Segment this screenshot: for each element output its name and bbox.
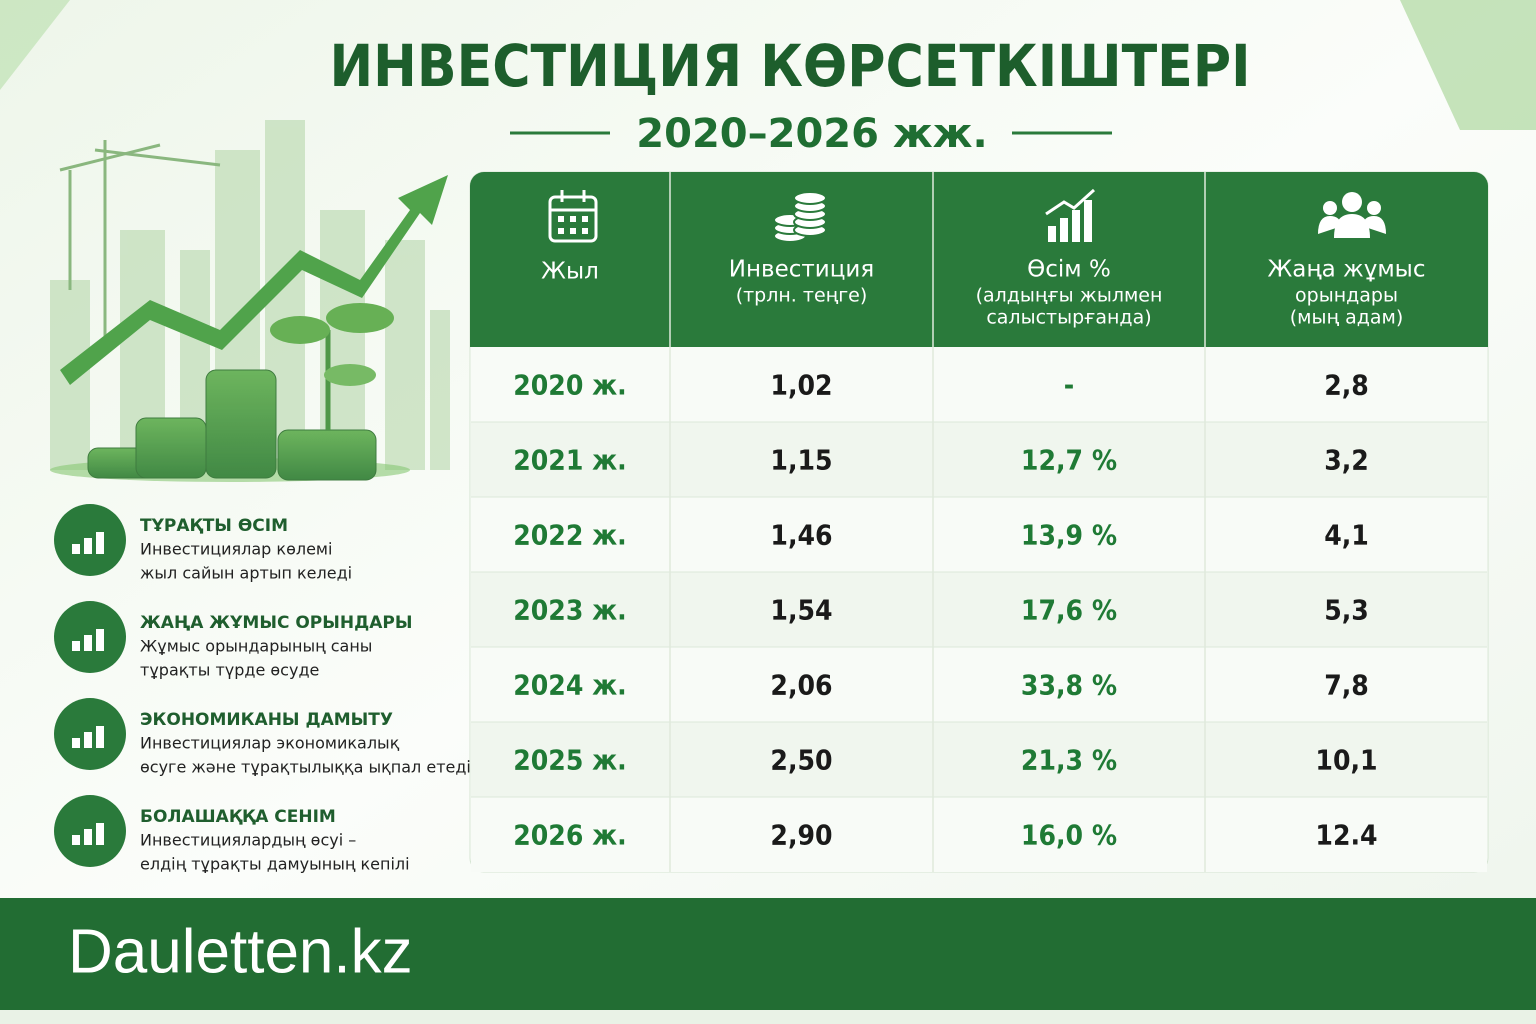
feature-icon	[72, 726, 104, 748]
header-icons	[548, 188, 1386, 243]
table-cell: 16,0 %	[1021, 819, 1117, 852]
table-cell: 3,2	[1324, 444, 1369, 477]
table-cell: 10,1	[1315, 744, 1377, 777]
feature-text: Инвестициялар экономикалық	[140, 734, 400, 753]
column-header: орындары	[1295, 285, 1398, 307]
table-cell: 12.4	[1315, 819, 1377, 852]
feature-title: ТҰРАҚТЫ ӨСІМ	[140, 516, 288, 536]
table-cell: 13,9 %	[1021, 519, 1117, 552]
table-row	[471, 422, 1487, 497]
table-cell: 12,7 %	[1021, 444, 1117, 477]
feature-text: өсуге және тұрақтылыққа ықпал етеді	[140, 758, 471, 777]
column-header: (алдыңғы жылмен	[976, 285, 1163, 307]
column-header: салыстырғанда)	[986, 307, 1151, 329]
table-cell: 1,54	[770, 594, 832, 627]
feature-icon	[72, 532, 104, 554]
footer-band	[0, 898, 1536, 1010]
table-row	[471, 797, 1487, 872]
title: ИНВЕСТИЦИЯ КӨРСЕТКІШТЕРІ	[330, 32, 1251, 100]
table-cell: 5,3	[1324, 594, 1369, 627]
column-header: (мың адам)	[1290, 307, 1404, 329]
table-cell: 2022 ж.	[513, 519, 627, 552]
feature-text: Инвестициялар көлемі	[140, 540, 332, 559]
table-row	[471, 572, 1487, 647]
table-cell: 2020 ж.	[513, 369, 627, 402]
table-cell: 7,8	[1324, 669, 1369, 702]
column-header: Инвестиция	[729, 257, 874, 283]
feature-text: Жұмыс орындарының саны	[140, 637, 372, 656]
feature-icon	[72, 629, 104, 651]
feature-text: Инвестициялардың өсуі –	[140, 831, 356, 850]
column-header: Жыл	[541, 259, 599, 285]
table-cell: 2023 ж.	[513, 594, 627, 627]
subtitle: 2020–2026 жж.	[636, 111, 987, 157]
feature-title: ЭКОНОМИКАНЫ ДАМЫТУ	[140, 710, 393, 730]
table-cell: 2024 ж.	[513, 669, 627, 702]
table-cell: 1,46	[770, 519, 832, 552]
feature-text: елдің тұрақты дамуының кепілі	[140, 855, 410, 874]
table-cell: 21,3 %	[1021, 744, 1117, 777]
table-row	[471, 347, 1487, 422]
features: ТҰРАҚТЫ ӨСІМ Инвестициялар көлемі жыл сайы…	[54, 504, 471, 874]
table-body: 2020 ж. 1,02 - 2,8 2021 ж. 1,15 12,7 % 3,2 2022 …	[471, 347, 1487, 872]
feature-title: ЖАҢА ЖҰМЫС ОРЫНДАРЫ	[140, 613, 412, 633]
corner-decor	[0, 0, 70, 90]
table-cell: 2,8	[1324, 369, 1369, 402]
feature-text: тұрақты түрде өсуде	[140, 661, 319, 680]
column-header: Өсім %	[1027, 257, 1111, 283]
column-header: (трлн. теңге)	[736, 285, 868, 307]
table-cell: 2026 ж.	[513, 819, 627, 852]
table-cell: 33,8 %	[1021, 669, 1117, 702]
corner-decor	[1400, 0, 1536, 130]
feature-icon	[72, 823, 104, 845]
illustration	[50, 120, 450, 482]
table-cell: -	[1064, 369, 1074, 402]
table-cell: 2021 ж.	[513, 444, 627, 477]
table-row	[471, 722, 1487, 797]
table-cell: 2025 ж.	[513, 744, 627, 777]
table-cell: 2,50	[770, 744, 832, 777]
table-cell: 17,6 %	[1021, 594, 1117, 627]
footer-brand: Dauletten.kz	[68, 917, 413, 986]
column-header: Жаңа жұмыс	[1268, 257, 1426, 283]
table-cell: 2,90	[770, 819, 832, 852]
table-cell: 4,1	[1324, 519, 1369, 552]
table-row	[471, 647, 1487, 722]
table-header-bg	[470, 172, 1488, 347]
footer-edge	[0, 1010, 1536, 1024]
feature-title: БОЛАШАҚҚА СЕНІМ	[140, 807, 336, 827]
table-cell: 1,02	[770, 369, 832, 402]
table-row	[471, 497, 1487, 572]
table-cell: 1,15	[770, 444, 832, 477]
table-cell: 2,06	[770, 669, 832, 702]
feature-text: жыл сайын артып келеді	[140, 564, 352, 583]
